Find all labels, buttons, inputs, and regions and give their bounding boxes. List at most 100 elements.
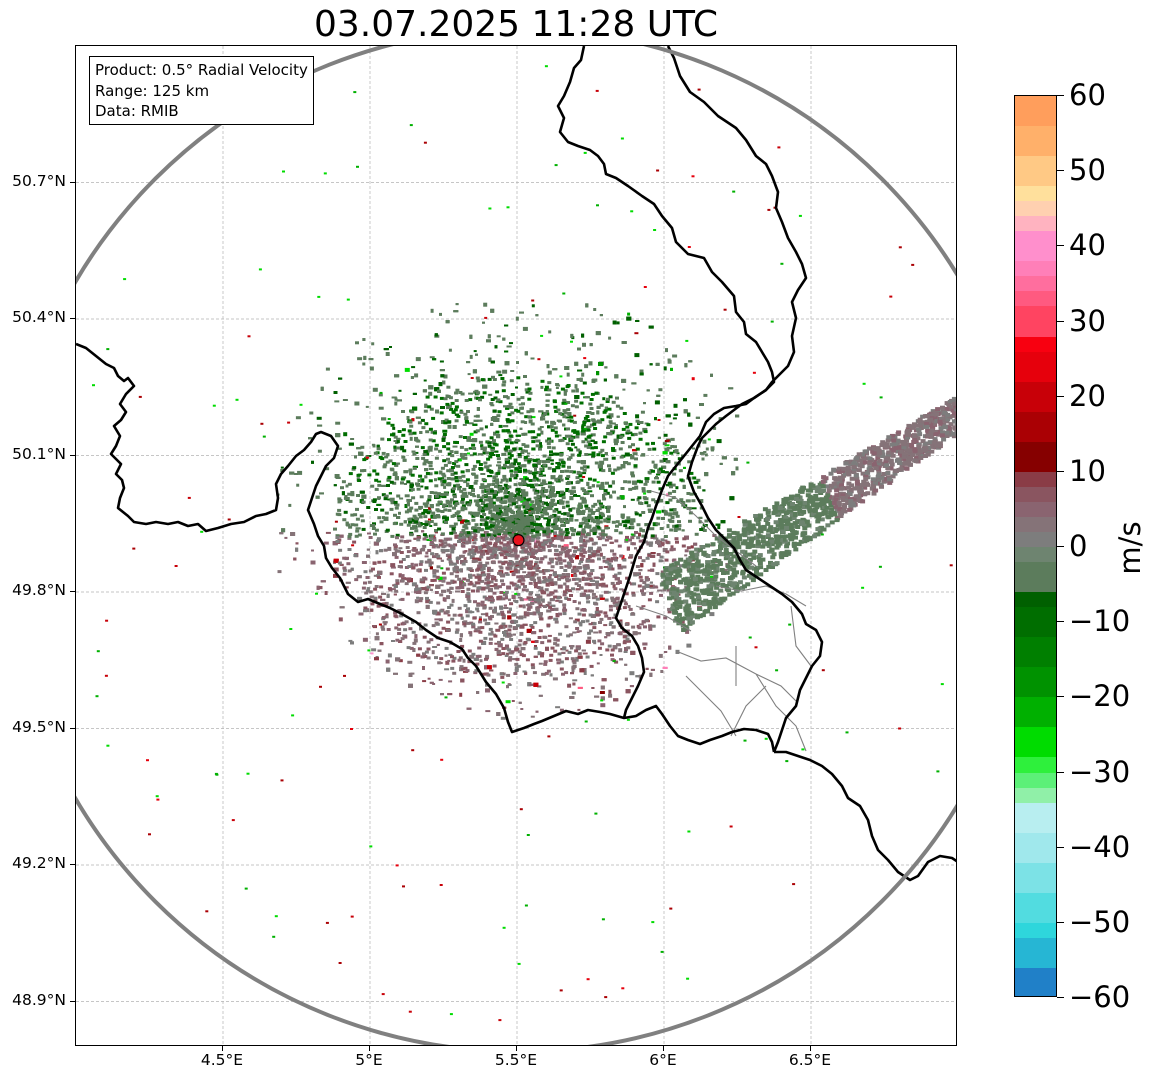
echo-pixel xyxy=(573,568,578,572)
echo-pixel xyxy=(598,520,603,524)
echo-pixel xyxy=(625,576,630,580)
echo-pixel xyxy=(515,316,519,321)
echo-pixel xyxy=(376,537,381,542)
echo-pixel xyxy=(619,588,624,591)
echo-pixel xyxy=(506,685,509,689)
echo-pixel xyxy=(658,388,663,392)
echo-pixel xyxy=(463,453,468,456)
echo-pixel xyxy=(504,513,509,517)
echo-pixel xyxy=(368,358,374,361)
echo-pixel xyxy=(575,555,579,560)
radar-map[interactable] xyxy=(76,46,957,1046)
echo-pixel xyxy=(590,569,595,572)
echo-pixel xyxy=(630,650,636,655)
echo-pixel xyxy=(507,507,512,511)
echo-pixel xyxy=(579,478,584,482)
echo-pixel xyxy=(493,396,498,400)
echo-pixel xyxy=(524,555,529,559)
echo-pixel xyxy=(549,569,554,572)
echo-pixel xyxy=(657,436,661,439)
echo-pixel xyxy=(605,517,611,521)
echo-pixel xyxy=(664,651,668,653)
echo-pixel xyxy=(588,583,593,587)
echo-pixel xyxy=(576,548,581,552)
echo-pixel xyxy=(529,555,534,558)
echo-pixel xyxy=(459,633,463,638)
echo-pixel xyxy=(473,630,478,633)
echo-pixel xyxy=(458,479,464,482)
echo-pixel xyxy=(682,484,686,489)
radar-map-panel[interactable]: Product: 0.5° Radial Velocity Range: 125… xyxy=(75,45,957,1046)
echo-pixel xyxy=(530,625,535,629)
echo-pixel xyxy=(590,511,595,515)
echo-pixel xyxy=(550,646,555,650)
echo-pixel xyxy=(388,492,392,495)
echo-pixel xyxy=(607,616,612,620)
echo-pixel xyxy=(446,588,451,592)
echo-pixel xyxy=(517,506,521,510)
echo-pixel xyxy=(494,418,500,422)
echo-pixel xyxy=(542,474,546,477)
echo-pixel xyxy=(438,382,443,387)
echo-pixel xyxy=(490,585,495,588)
echo-pixel xyxy=(293,557,297,561)
echo-pixel xyxy=(348,442,354,446)
echo-pixel xyxy=(496,515,501,519)
echo-pixel xyxy=(538,410,544,413)
echo-pixel xyxy=(570,646,574,650)
echo-pixel xyxy=(558,600,563,604)
echo-pixel xyxy=(445,628,451,632)
echo-pixel xyxy=(525,658,530,662)
echo-pixel xyxy=(512,562,517,566)
echo-pixel xyxy=(381,493,386,497)
echo-pixel xyxy=(419,548,425,552)
echo-pixel xyxy=(407,579,410,583)
echo-pixel xyxy=(647,598,652,602)
echo-pixel xyxy=(504,550,509,554)
echo-pixel xyxy=(535,540,540,544)
echo-pixel xyxy=(687,412,691,417)
echo-pixel xyxy=(589,343,593,347)
echo-pixel xyxy=(572,565,577,570)
echo-pixel xyxy=(571,389,576,393)
echo-pixel xyxy=(356,447,362,450)
echo-pixel xyxy=(573,493,577,497)
echo-pixel xyxy=(575,432,580,436)
echo-pixel xyxy=(445,660,450,665)
echo-pixel xyxy=(474,546,478,551)
echo-pixel xyxy=(563,389,568,393)
echo-pixel xyxy=(438,618,443,622)
echo-pixel xyxy=(509,570,515,573)
echo-pixel xyxy=(624,519,630,524)
echo-pixel xyxy=(353,554,358,557)
echo-pixel xyxy=(495,479,499,482)
echo-pixel xyxy=(423,459,429,464)
echo-pixel xyxy=(414,599,419,604)
echo-pixel xyxy=(625,538,630,541)
echo-pixel xyxy=(669,422,673,425)
echo-pixel xyxy=(408,520,413,524)
echo-pixel xyxy=(366,587,370,592)
echo-pixel xyxy=(428,427,433,431)
echo-pixel xyxy=(523,598,529,601)
echo-pixel xyxy=(626,546,630,551)
echo-pixel xyxy=(527,415,532,419)
echo-pixel xyxy=(487,334,491,339)
echo-pixel xyxy=(612,645,618,650)
echo-pixel xyxy=(574,361,579,366)
echo-pixel xyxy=(538,560,543,564)
echo-pixel xyxy=(527,430,532,434)
echo-pixel xyxy=(350,641,354,645)
echo-pixel xyxy=(534,640,539,643)
echo-pixel xyxy=(538,603,543,607)
echo-pixel xyxy=(513,429,518,433)
echo-pixel xyxy=(425,599,431,604)
echo-pixel xyxy=(569,438,573,442)
echo-pixel xyxy=(563,582,567,586)
echo-pixel xyxy=(575,481,580,484)
echo-pixel xyxy=(383,623,387,626)
echo-pixel xyxy=(538,662,543,665)
echo-pixel xyxy=(674,597,679,601)
echo-pixel xyxy=(590,559,595,563)
echo-pixel xyxy=(483,507,488,511)
